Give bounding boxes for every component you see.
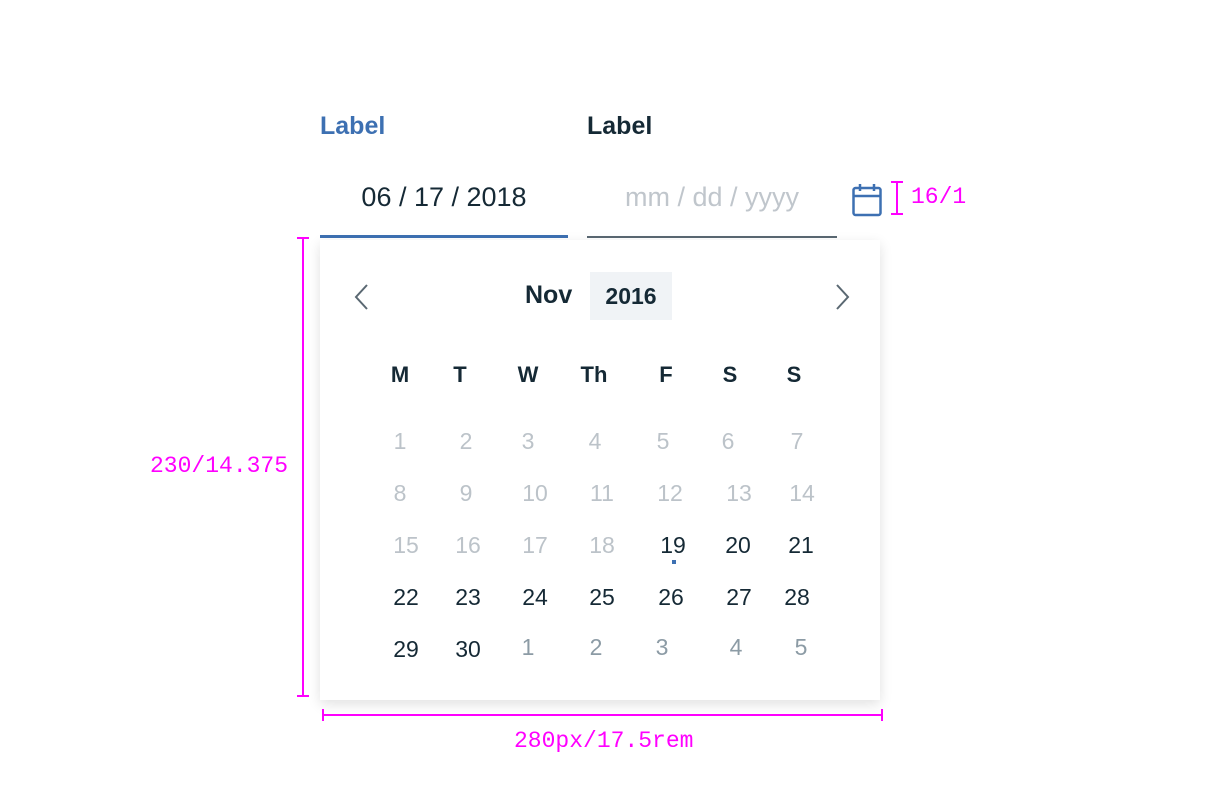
- calendar-day[interactable]: 9: [459, 480, 473, 506]
- weekday-header: Th: [580, 362, 608, 387]
- date-input-default[interactable]: [587, 176, 837, 213]
- calendar-day-today[interactable]: 19: [660, 532, 686, 558]
- calendar-day[interactable]: 5: [794, 634, 808, 660]
- icon-height-dimension-line: [896, 181, 898, 215]
- icon-height-dimension-cap-top: [891, 181, 903, 183]
- date-label-default: Label: [587, 112, 653, 140]
- calendar-month: Nov: [525, 281, 573, 309]
- calendar-day[interactable]: 17: [522, 532, 548, 558]
- weekday-header: M: [390, 362, 410, 387]
- calendar-day[interactable]: 5: [656, 428, 670, 454]
- weekday-header: W: [517, 362, 539, 387]
- calendar-day[interactable]: 14: [789, 480, 815, 506]
- weekday-header: S: [786, 362, 802, 387]
- chevron-right-icon[interactable]: [830, 283, 854, 311]
- calendar-day[interactable]: 21: [788, 532, 814, 558]
- calendar-day[interactable]: 12: [657, 480, 683, 506]
- calendar-day[interactable]: 10: [522, 480, 548, 506]
- panel-height-annotation: 230/14.375: [150, 453, 289, 479]
- weekday-header: F: [659, 362, 673, 387]
- weekday-header: T: [453, 362, 467, 387]
- today-indicator: [672, 560, 676, 564]
- calendar-day[interactable]: 29: [393, 636, 419, 662]
- calendar-day[interactable]: 4: [588, 428, 602, 454]
- calendar-day[interactable]: 26: [658, 584, 684, 610]
- calendar-day[interactable]: 7: [790, 428, 804, 454]
- calendar-day[interactable]: 28: [784, 584, 810, 610]
- weekday-header: S: [722, 362, 738, 387]
- panel-height-dimension-cap-bottom: [297, 695, 309, 697]
- calendar-day[interactable]: 8: [393, 480, 407, 506]
- calendar-day[interactable]: 16: [455, 532, 481, 558]
- icon-height-dimension-cap-bottom: [891, 213, 903, 215]
- calendar-day[interactable]: 6: [721, 428, 735, 454]
- date-label-active: Label: [320, 112, 386, 140]
- chevron-left-icon[interactable]: [350, 283, 374, 311]
- calendar-day[interactable]: 4: [729, 634, 743, 660]
- calendar-day[interactable]: 2: [459, 428, 473, 454]
- calendar-day[interactable]: 1: [521, 634, 535, 660]
- calendar-day[interactable]: 13: [726, 480, 752, 506]
- calendar-day[interactable]: 3: [521, 428, 535, 454]
- calendar-day[interactable]: 23: [455, 584, 481, 610]
- panel-width-dimension-line: [323, 714, 883, 716]
- icon-size-annotation: 16/1: [911, 184, 967, 210]
- calendar-day[interactable]: 1: [393, 428, 407, 454]
- calendar-year[interactable]: 2016: [590, 272, 672, 320]
- calendar-day[interactable]: 15: [393, 532, 419, 558]
- calendar-day[interactable]: 20: [725, 532, 751, 558]
- calendar-day[interactable]: 22: [393, 584, 419, 610]
- calendar-day[interactable]: 3: [655, 634, 669, 660]
- date-field-default: [587, 176, 837, 238]
- calendar-day[interactable]: 24: [522, 584, 548, 610]
- calendar-day[interactable]: 25: [589, 584, 615, 610]
- date-field-active: [320, 176, 568, 238]
- calendar-day[interactable]: 18: [589, 532, 615, 558]
- calendar-icon[interactable]: [852, 183, 882, 217]
- calendar-day[interactable]: 30: [455, 636, 481, 662]
- panel-height-dimension-cap-top: [297, 237, 309, 239]
- panel-width-dimension-cap-left: [322, 709, 324, 721]
- date-input-active[interactable]: [320, 176, 568, 213]
- calendar-day[interactable]: 2: [589, 634, 603, 660]
- panel-width-dimension-cap-right: [881, 709, 883, 721]
- panel-width-annotation: 280px/17.5rem: [514, 728, 694, 754]
- panel-height-dimension-line: [302, 237, 304, 697]
- calendar-day[interactable]: 11: [590, 480, 614, 506]
- calendar-day[interactable]: 27: [726, 584, 752, 610]
